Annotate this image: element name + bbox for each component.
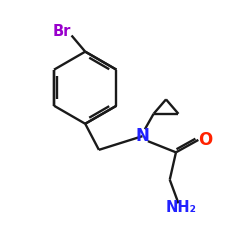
- Text: N: N: [136, 127, 149, 145]
- Text: O: O: [198, 131, 212, 149]
- Text: NH₂: NH₂: [166, 200, 196, 215]
- Text: Br: Br: [53, 24, 71, 38]
